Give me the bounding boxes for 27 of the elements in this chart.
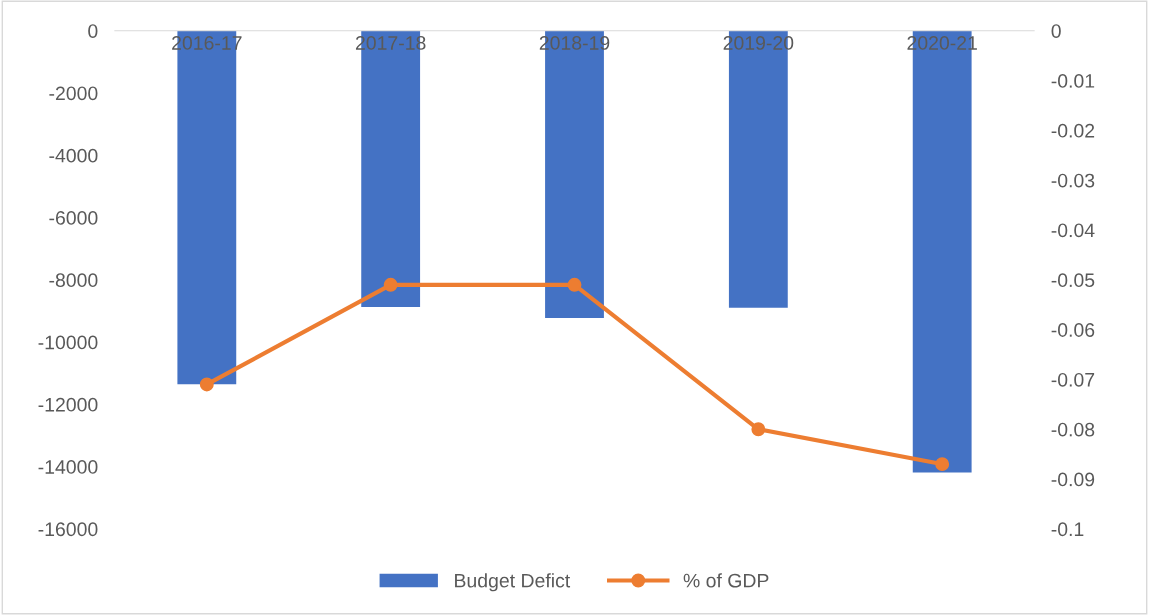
y-tick-label: -6000 — [49, 211, 98, 225]
y2-tick-label: -0.09 — [1051, 472, 1095, 487]
y-tick-label: -16000 — [38, 522, 98, 537]
y2-tick-label: -0.05 — [1051, 273, 1095, 288]
y2-tick-label: -0.01 — [1051, 74, 1095, 88]
legend-label: % of GDP — [683, 573, 769, 588]
legend-label: Budget Defict — [455, 573, 571, 592]
y2-tick-label: -0.07 — [1051, 372, 1095, 387]
y-tick-label: -10000 — [38, 335, 98, 350]
point — [383, 277, 398, 292]
y2-tick-label: 0 — [1051, 24, 1061, 38]
y-tick-label: -2000 — [49, 86, 98, 101]
y-tick-label: -12000 — [38, 397, 98, 412]
y-tick-label: -4000 — [49, 148, 98, 163]
y-tick-label: 0 — [88, 24, 98, 38]
point — [935, 457, 950, 472]
y2-tick-label: -0.04 — [1051, 223, 1095, 238]
y2-tick-label: -0.08 — [1051, 422, 1095, 437]
point — [751, 422, 766, 437]
y-tick-label: -8000 — [49, 273, 98, 288]
point — [567, 277, 582, 292]
y2-tick-label: -0.06 — [1051, 323, 1095, 337]
point — [199, 377, 214, 392]
y2-tick-label: -0.03 — [1051, 173, 1095, 188]
y-tick-label: -14000 — [38, 460, 98, 474]
y2-tick-label: -0.02 — [1051, 123, 1095, 138]
y2-tick-label: -0.1 — [1051, 522, 1084, 537]
